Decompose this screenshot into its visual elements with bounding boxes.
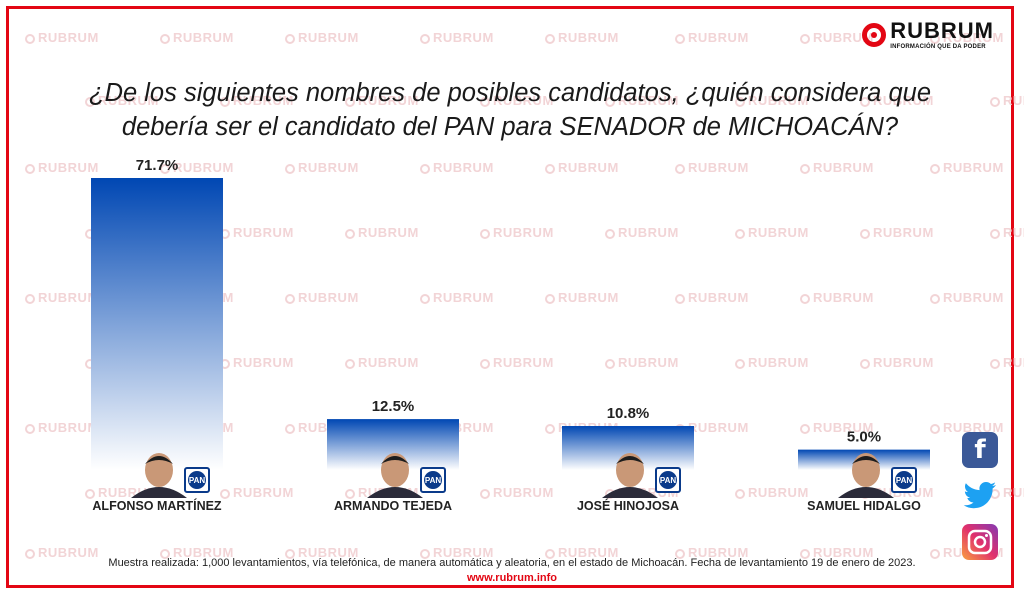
- chart-title: ¿De los siguientes nombres de posibles c…: [30, 76, 990, 144]
- party-badge-text: PAN: [189, 476, 206, 485]
- instagram-icon[interactable]: [962, 524, 998, 560]
- pan-logo-circle: [895, 471, 913, 489]
- category-label: SAMUEL HIDALGO: [807, 499, 921, 513]
- candidate-photo: [602, 453, 658, 498]
- rubrum-logo-icon: [862, 23, 887, 47]
- party-badge-text: PAN: [896, 476, 913, 485]
- data-label: 5.0%: [847, 429, 881, 446]
- brand-tagline: INFORMACIÓN QUE DA PODER: [890, 44, 986, 50]
- data-label: 10.8%: [607, 405, 650, 422]
- brand-name: RUBRUM: [890, 18, 994, 43]
- social-icons: f: [962, 432, 998, 570]
- candidate-photo: [367, 453, 423, 498]
- party-badge-text: PAN: [660, 476, 677, 485]
- chart-title-line-1: ¿De los siguientes nombres de posibles c…: [89, 79, 931, 107]
- candidate-photo: [838, 453, 894, 498]
- category-label: ARMANDO TEJEDA: [334, 499, 452, 513]
- party-badge-text: PAN: [425, 476, 442, 485]
- pan-logo-circle: [659, 471, 677, 489]
- chart-title-line-2: debería ser el candidato del PAN para SE…: [121, 113, 899, 141]
- candidate-photo: [131, 453, 187, 498]
- category-label: JOSÉ HINOJOSA: [577, 498, 679, 513]
- survey-footnote: Muestra realizada: 1,000 levantamientos,…: [108, 557, 916, 569]
- bar: [91, 178, 223, 470]
- category-label: ALFONSO MARTÍNEZ: [92, 498, 222, 513]
- website-link[interactable]: www.rubrum.info: [466, 572, 558, 584]
- data-label: 12.5%: [372, 398, 415, 415]
- pan-logo-circle: [188, 471, 206, 489]
- facebook-icon[interactable]: f: [962, 432, 998, 468]
- data-label: 71.7%: [136, 157, 179, 174]
- twitter-icon[interactable]: [962, 478, 998, 514]
- rubrum-logo: RUBRUM INFORMACIÓN QUE DA PODER: [862, 20, 994, 50]
- pan-logo-circle: [424, 471, 442, 489]
